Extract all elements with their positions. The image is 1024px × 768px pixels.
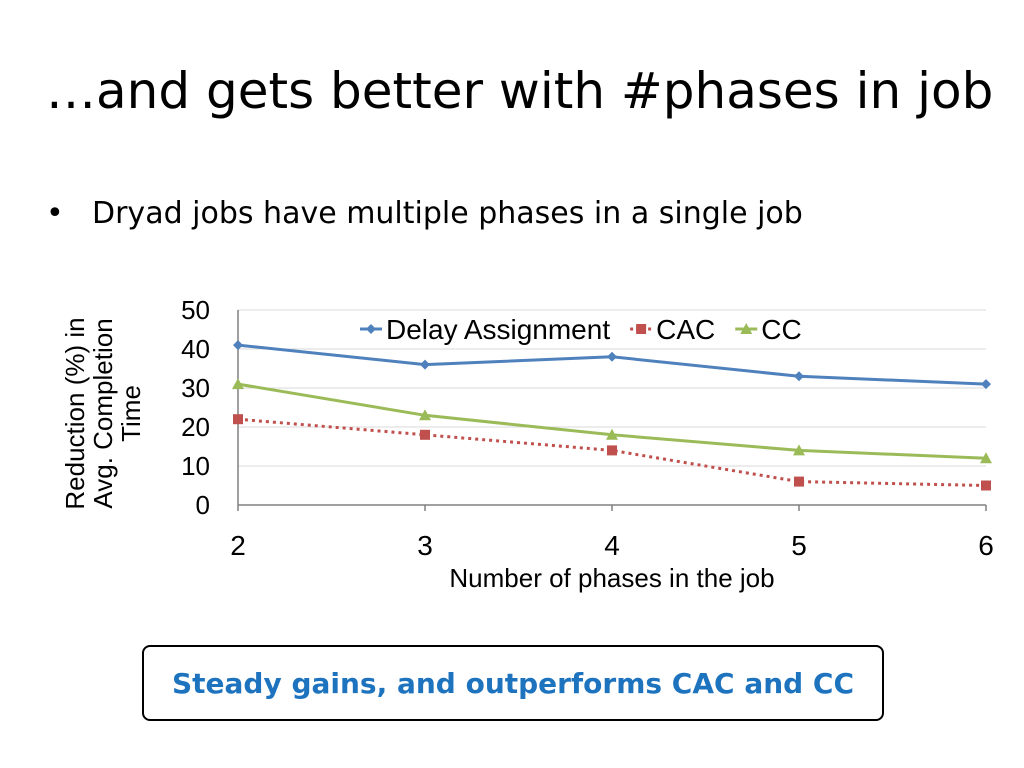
callout-text: Steady gains, and outperforms CAC and CC	[171, 666, 855, 700]
y-tick-label: 40	[181, 334, 210, 364]
data-point	[419, 409, 431, 421]
data-point	[233, 414, 243, 425]
x-tick-label: 3	[417, 530, 433, 561]
y-tick-label: 10	[181, 451, 210, 481]
x-tick-label: 6	[978, 530, 994, 561]
data-point	[794, 371, 804, 382]
x-tick-label: 5	[791, 530, 807, 561]
y-tick-label: 0	[196, 490, 210, 520]
data-point	[233, 340, 243, 351]
legend-label: CAC	[656, 314, 715, 345]
y-axis-label-line: Avg. Completion	[88, 318, 118, 508]
legend-label: CC	[761, 314, 801, 345]
data-point	[793, 444, 805, 456]
bullet-item: • Dryad jobs have multiple phases in a si…	[46, 196, 803, 231]
y-tick-label: 30	[181, 373, 210, 403]
x-tick-label: 4	[604, 530, 620, 561]
data-point	[794, 476, 804, 487]
data-point	[981, 480, 991, 491]
y-tick-label: 20	[181, 412, 210, 442]
y-axis-label-line: Time	[116, 385, 146, 442]
data-point	[420, 359, 430, 370]
data-point	[607, 445, 617, 456]
data-point	[232, 378, 244, 390]
slide-title: …and gets better with #phases in job	[46, 62, 994, 120]
data-point	[420, 429, 430, 440]
data-point	[606, 428, 618, 440]
x-axis-label: Number of phases in the job	[449, 563, 774, 593]
series-line-delay-assignment	[237, 343, 987, 386]
data-point	[740, 323, 753, 334]
y-axis-label-line: Reduction (%) in	[60, 317, 90, 509]
bullet-marker: •	[46, 196, 64, 231]
y-tick-label: 50	[181, 295, 210, 325]
data-point	[636, 324, 647, 334]
bullet-text: Dryad jobs have multiple phases in a sin…	[92, 196, 803, 231]
line-chart: 0 10 20 30 40 50 2 3 4 5 6 Number of phases in the …	[60, 295, 994, 593]
data-point	[366, 324, 376, 334]
data-point	[607, 351, 617, 362]
data-point	[980, 452, 992, 464]
x-tick-label: 2	[230, 530, 246, 561]
callout-box: Steady gains, and outperforms CAC and CC	[142, 645, 884, 721]
legend-label: Delay Assignment	[386, 314, 610, 345]
y-axis-label: Reduction (%) inAvg. CompletionTime	[60, 317, 146, 509]
data-point	[981, 379, 991, 390]
